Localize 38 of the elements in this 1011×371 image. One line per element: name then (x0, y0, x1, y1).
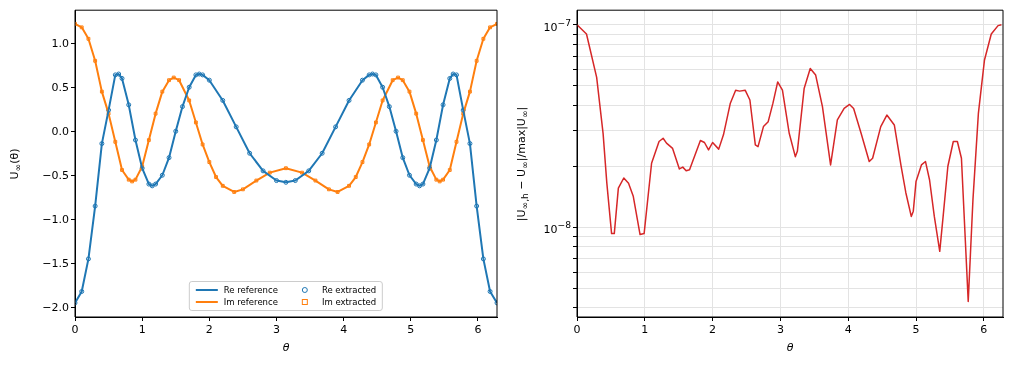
point (454, 139, 459, 144)
x-tick-label: 2 (205, 323, 213, 336)
y-tick-label: −0.5 (42, 168, 69, 182)
point (407, 89, 412, 94)
point (313, 178, 318, 183)
legend-label: Im extracted (321, 297, 377, 307)
point (171, 75, 176, 80)
x-tick-label: 5 (912, 323, 920, 336)
point (200, 142, 205, 147)
y-tick-label: −1.5 (42, 256, 69, 270)
y-tick-label: 10$^{−8}$ (543, 218, 571, 236)
y-tick-label: 1.0 (51, 36, 69, 50)
y-tick-label: 0.0 (51, 124, 69, 138)
legend-label: Re extracted (321, 285, 377, 295)
x-axis-title: θ (282, 341, 290, 354)
point (360, 160, 365, 164)
x-tick-label: 4 (844, 323, 852, 336)
x-tick-label: 1 (138, 323, 146, 336)
point (396, 75, 400, 80)
y-tick-label: −1.0 (42, 212, 69, 226)
x-tick-label: 0 (71, 323, 79, 336)
x-tick-label: 3 (776, 323, 784, 336)
x-tick-label: 2 (709, 323, 717, 336)
x-tick-label: 0 (573, 323, 581, 336)
x-axis-title: θ (786, 341, 794, 354)
y-tick-label: 10$^{−7}$ (543, 15, 571, 34)
x-tick-label: 3 (272, 323, 280, 336)
x-tick-label: 6 (474, 323, 482, 336)
x-tick-label: 4 (340, 323, 348, 336)
point (133, 177, 138, 182)
x-tick-label: 6 (980, 323, 988, 336)
y-tick-label: −2.0 (42, 300, 69, 314)
legend-label: Im reference (223, 297, 278, 307)
point (254, 178, 259, 183)
x-tick-label: 1 (641, 323, 649, 336)
x-tick-label: 5 (407, 323, 415, 336)
y-tick-label: 0.5 (51, 80, 69, 94)
legend-label: Re reference (223, 285, 278, 295)
